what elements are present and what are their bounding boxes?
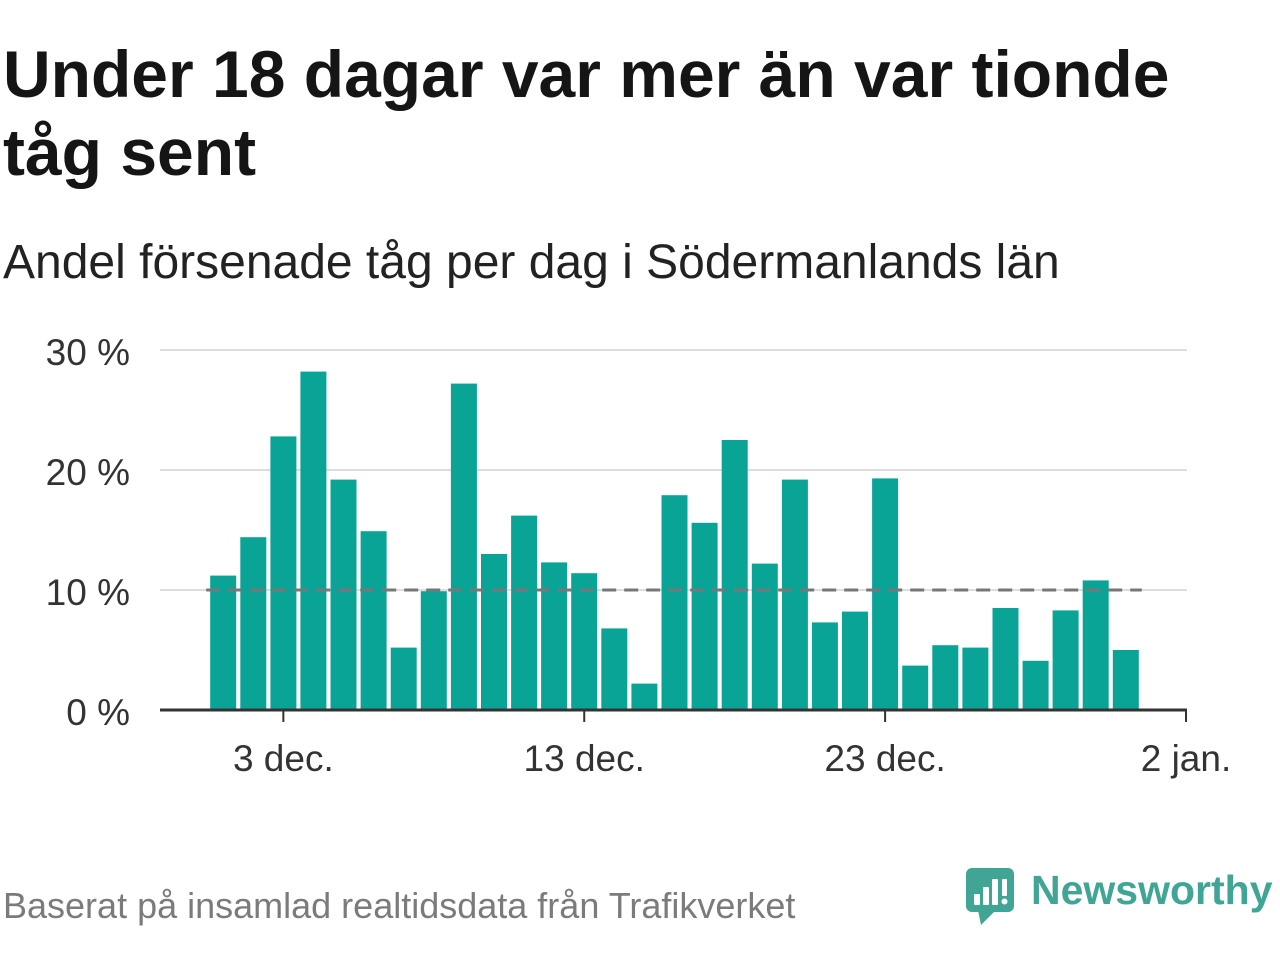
chart-subtitle: Andel försenade tåg per dag i Södermanla… (3, 236, 1060, 289)
bar-10 (481, 554, 507, 710)
bar-19 (751, 563, 778, 710)
bar-31 (1112, 650, 1139, 710)
bar-2 (240, 537, 267, 710)
bar-chart: 0 % 10 % 20 % 30 % 3 dec. 13 dec. 23 dec. 2 jan… (46, 332, 1232, 779)
newsworthy-logo-icon (966, 868, 1014, 925)
bar-15 (631, 683, 658, 710)
bar-13 (571, 573, 598, 710)
y-tick-label: 10 % (46, 572, 130, 613)
bar-18 (721, 440, 748, 710)
x-axis (160, 708, 1187, 722)
bar-21 (811, 622, 838, 710)
bar-25 (932, 645, 959, 710)
tick-labels: 0 % 10 % 20 % 30 % 3 dec. 13 dec. 23 dec. 2 jan… (46, 332, 1232, 779)
source-note: Baserat på insamlad realtidsdata från Tr… (3, 885, 796, 926)
x-tick-label: 3 dec. (233, 738, 334, 779)
bar-6 (360, 531, 387, 710)
bar-14 (601, 628, 628, 710)
bar-5 (330, 479, 357, 710)
bar-24 (902, 665, 929, 710)
bar-8 (420, 591, 447, 710)
bar-17 (691, 522, 718, 710)
bar-26 (962, 647, 989, 710)
bars (210, 371, 1139, 710)
bar-29 (1052, 610, 1079, 710)
y-tick-label: 0 % (66, 692, 130, 733)
brand-name: Newsworthy (1031, 867, 1273, 913)
bar-3 (270, 436, 297, 710)
y-tick-label: 20 % (46, 452, 130, 493)
bar-4 (300, 371, 327, 710)
bar-27 (992, 608, 1019, 710)
bar-28 (1022, 660, 1049, 710)
bar-22 (842, 611, 868, 710)
bar-20 (781, 479, 808, 710)
y-tick-label: 30 % (46, 332, 130, 373)
bar-11 (511, 515, 538, 710)
x-tick-label: 13 dec. (524, 738, 645, 779)
bar-7 (390, 647, 417, 710)
bar-16 (661, 495, 688, 710)
bar-23 (872, 478, 899, 710)
x-tick-label: 2 jan. (1141, 738, 1232, 779)
bar-12 (541, 562, 568, 710)
bar-30 (1082, 580, 1109, 710)
bar-9 (450, 383, 477, 710)
x-tick-label: 23 dec. (824, 738, 945, 779)
bar-1 (210, 575, 237, 710)
chart-title: Under 18 dagar var mer än var tionde tåg… (3, 37, 1170, 189)
